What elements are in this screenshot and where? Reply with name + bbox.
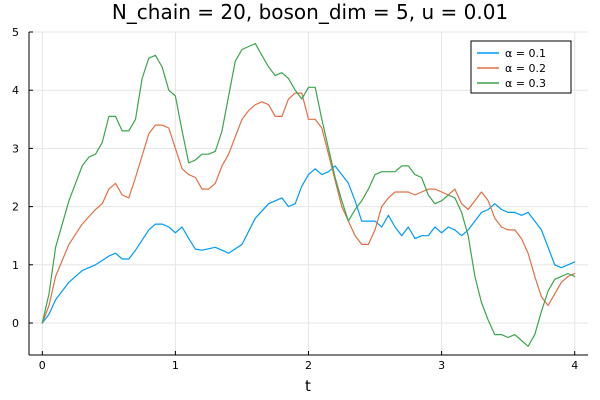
chart-title: N_chain = 20, boson_dim = 5, u = 0.01: [112, 0, 508, 24]
legend: α = 0.1 α = 0.2 α = 0.3: [470, 40, 572, 94]
legend-box: [470, 40, 572, 94]
legend-entry: α = 0.2: [505, 62, 546, 75]
y-tick-label: 4: [12, 84, 19, 97]
x-axis-label: t: [305, 377, 311, 395]
series-lines: [41, 43, 576, 347]
legend-entry: α = 0.3: [505, 77, 546, 90]
tick-labels: 0 1 2 3 4 0 1 2 3 4 5: [12, 26, 578, 372]
series-line-3: [41, 43, 576, 347]
series-line-2: [41, 92, 576, 324]
x-tick-label: 2: [305, 359, 312, 372]
x-tick-label: 0: [39, 359, 46, 372]
x-tick-label: 1: [172, 359, 179, 372]
y-tick-label: 1: [12, 259, 19, 272]
legend-entry: α = 0.1: [505, 47, 546, 60]
axes: [28, 31, 588, 356]
y-tick-label: 2: [12, 201, 19, 214]
y-tick-label: 3: [12, 142, 19, 155]
series-line-1: [41, 165, 576, 324]
x-tick-label: 3: [438, 359, 445, 372]
y-tick-label: 5: [12, 26, 19, 39]
x-tick-label: 4: [571, 359, 578, 372]
y-tick-label: 0: [12, 317, 19, 330]
